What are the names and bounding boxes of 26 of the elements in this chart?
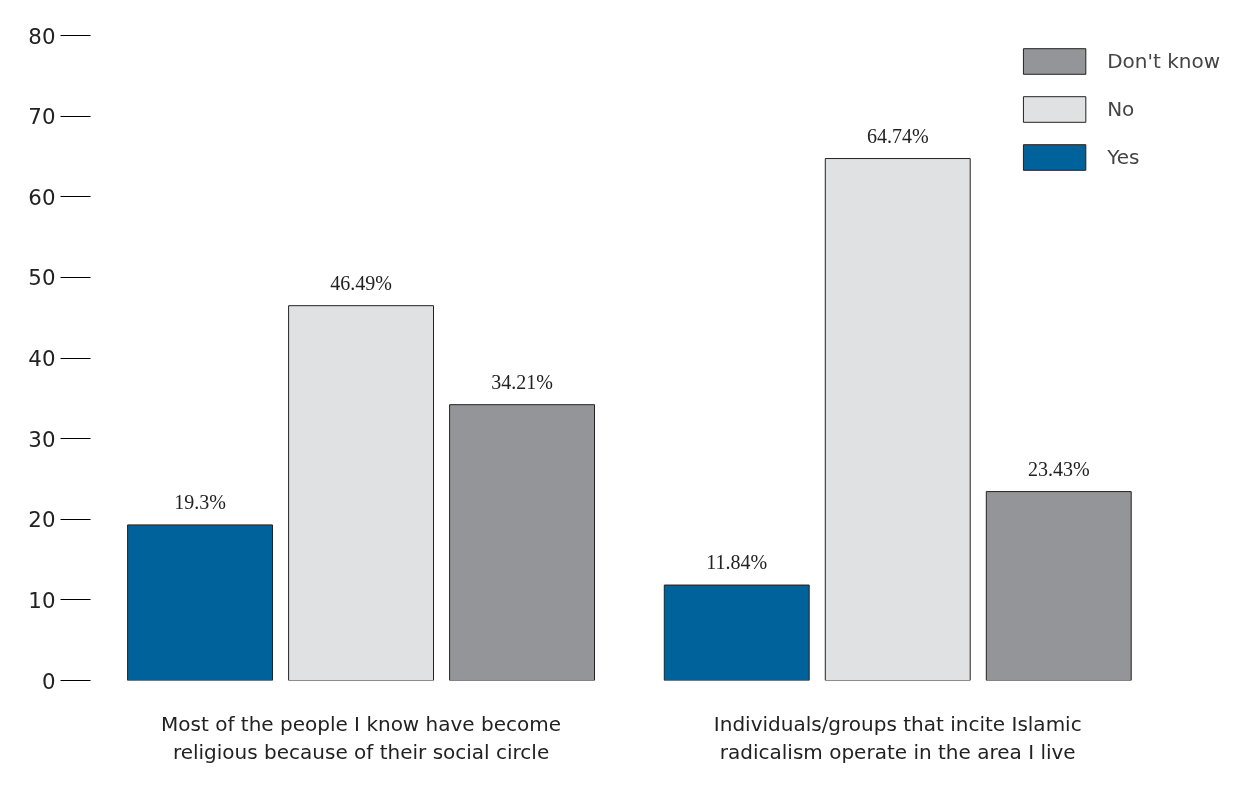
data-label: 11.84%: [706, 551, 768, 574]
x-tick-label: Individuals/groups that incite Islamic radicalism operate in the area I live: [713, 711, 1082, 765]
y-tick-label: 80: [28, 23, 56, 49]
y-tick-label: 70: [28, 104, 56, 130]
y-tick-label: 10: [28, 587, 56, 613]
y-tick-label: 0: [41, 668, 56, 694]
x-tick-label: Most of the people I know have become religious because of their social circle: [161, 711, 562, 765]
y-tick-label: 20: [28, 507, 56, 533]
bar: [127, 524, 273, 681]
y-tick-label: 50: [28, 265, 56, 291]
bar: [663, 584, 810, 681]
legend-label: No: [1107, 97, 1135, 121]
data-label: 64.74%: [866, 124, 929, 147]
y-tick-label: 40: [28, 346, 56, 371]
bar: [824, 158, 971, 681]
bar: [449, 404, 596, 681]
legend-label: Yes: [1107, 145, 1140, 169]
y-tick-label: 30: [28, 426, 56, 452]
bar: [985, 491, 1132, 681]
bar: [288, 305, 434, 681]
y-tick-label: 60: [28, 184, 56, 210]
legend-label: Don't know: [1107, 49, 1220, 73]
data-label: 46.49%: [330, 271, 392, 294]
data-label: 19.3%: [174, 490, 226, 513]
data-label: 23.43%: [1027, 457, 1090, 480]
data-label: 34.21%: [491, 370, 553, 393]
